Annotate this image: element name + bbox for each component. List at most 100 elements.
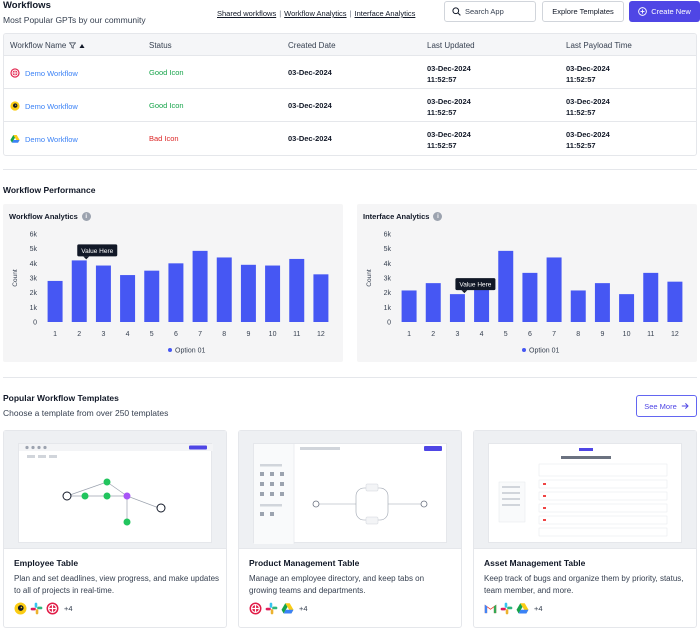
search-box[interactable] [444, 1, 536, 22]
create-new-label: Create New [651, 7, 691, 16]
table-row[interactable]: Demo Workflow Bad Icon 03-Dec-2024 03-De… [4, 122, 696, 155]
bar[interactable] [289, 258, 305, 322]
sort-ascending-icon[interactable] [79, 43, 85, 49]
x-tick-label: 6 [528, 331, 532, 338]
page-header: Workflows Most Popular GPTs by our commu… [3, 0, 700, 28]
column-header-created-date[interactable]: Created Date [288, 41, 336, 50]
x-tick-label: 4 [126, 331, 130, 338]
template-card-employee-table[interactable]: Employee Table Plan and set deadlines, v… [3, 430, 227, 628]
templates-subtitle: Choose a template from over 250 template… [3, 408, 169, 418]
y-tick-label: 5k [384, 246, 392, 253]
bar[interactable] [619, 294, 635, 322]
column-header-last-payload-time[interactable]: Last Payload Time [566, 41, 632, 50]
x-tick-label: 5 [150, 331, 154, 338]
x-tick-label: 10 [623, 331, 631, 338]
explore-templates-button[interactable]: Explore Templates [542, 1, 624, 22]
workflow-name-link[interactable]: Demo Workflow [10, 134, 78, 144]
bar[interactable] [594, 283, 610, 322]
filter-icon[interactable] [69, 42, 77, 49]
column-header-workflow-name[interactable]: Workflow Name [10, 41, 85, 50]
x-tick-label: 5 [504, 331, 508, 338]
product-workflow-preview [254, 444, 442, 544]
workflow-analytics-title: Workflow Analytics i [9, 212, 91, 221]
template-card-product-management-table[interactable]: Product Management Table Manage an emplo… [238, 430, 462, 628]
column-header-last-updated[interactable]: Last Updated [427, 41, 475, 50]
table-row[interactable]: Demo Workflow Good Icon 03-Dec-2024 03-D… [4, 56, 696, 89]
shared-workflows-link[interactable]: Shared workflows [217, 9, 277, 18]
templates-title: Popular Workflow Templates [3, 393, 119, 403]
template-description: Keep track of bugs and organize them by … [484, 574, 684, 595]
slack-icon [500, 602, 513, 615]
bar[interactable] [265, 265, 281, 322]
x-tick-label: 3 [101, 331, 105, 338]
search-icon [452, 7, 461, 16]
bar[interactable] [401, 290, 417, 322]
workflow-diagram-preview [19, 444, 213, 526]
bar[interactable] [144, 270, 160, 322]
template-thumbnail [474, 431, 696, 549]
x-tick-label: 12 [317, 331, 325, 338]
x-tick-label: 11 [293, 331, 300, 338]
bar[interactable] [522, 272, 538, 322]
bar[interactable] [449, 294, 465, 322]
bar[interactable] [240, 264, 256, 322]
table-row[interactable]: Demo Workflow Good Icon 03-Dec-2024 03-D… [4, 89, 696, 122]
y-axis-label: Count [12, 269, 19, 287]
column-header-status[interactable]: Status [149, 41, 172, 50]
bar[interactable] [425, 283, 441, 322]
create-new-button[interactable]: Create New [629, 1, 700, 22]
bar[interactable] [546, 257, 562, 322]
workflow-analytics-panel: Workflow Analytics i 0 1k 2k 3k 4k 5k 6k Count 1… [3, 204, 343, 362]
bar[interactable] [168, 263, 184, 322]
section-divider [3, 377, 697, 378]
red-circle-app-icon [46, 602, 59, 615]
slack-icon [30, 602, 43, 615]
y-tick-label: 2k [384, 290, 392, 297]
bar[interactable] [313, 274, 329, 322]
plus-circle-icon [638, 7, 648, 16]
bar[interactable] [474, 280, 490, 322]
template-card-asset-management-table[interactable]: Asset Management Table Keep track of bug… [473, 430, 697, 628]
bar[interactable] [120, 275, 136, 322]
x-tick-label: 7 [552, 331, 556, 338]
search-input[interactable] [465, 7, 527, 16]
workflow-name-link[interactable]: Demo Workflow [10, 68, 78, 78]
y-axis-label: Count [366, 269, 373, 287]
bar[interactable] [498, 250, 514, 322]
y-tick-label: 3k [384, 276, 392, 283]
y-tick-label: 4k [30, 261, 38, 268]
tooltip-arrow [461, 290, 468, 294]
y-tick-label: 3k [30, 276, 38, 283]
x-tick-label: 6 [174, 331, 178, 338]
tooltip-label: Value Here [81, 248, 113, 255]
info-icon[interactable]: i [81, 212, 91, 221]
bar[interactable] [71, 260, 87, 322]
template-thumbnail [239, 431, 461, 549]
interface-analytics-link[interactable]: Interface Analytics [354, 9, 416, 18]
red-circle-app-icon [10, 68, 20, 78]
bar[interactable] [47, 280, 63, 322]
workflow-name-link[interactable]: Demo Workflow [10, 101, 78, 111]
mailchimp-icon [14, 602, 27, 615]
asset-form-preview [498, 448, 668, 537]
template-app-icons: +4 [484, 602, 543, 615]
bar[interactable] [95, 265, 111, 322]
last-payload-time: 03-Dec-2024 11:52:57 [566, 97, 610, 117]
x-tick-label: 9 [246, 331, 250, 338]
template-title: Employee Table [14, 558, 79, 568]
last-updated: 03-Dec-2024 11:52:57 [427, 64, 471, 84]
google-drive-icon [10, 135, 20, 143]
bar[interactable] [192, 250, 208, 322]
y-tick-label: 6k [384, 232, 392, 239]
see-more-button[interactable]: See More [636, 395, 697, 417]
bar[interactable] [643, 272, 659, 322]
tooltip [77, 244, 118, 257]
mailchimp-icon [10, 101, 20, 111]
workflow-analytics-link[interactable]: Workflow Analytics [284, 9, 347, 18]
bar[interactable] [216, 257, 232, 322]
info-icon[interactable]: i [433, 212, 443, 221]
bar[interactable] [667, 281, 683, 322]
bar[interactable] [570, 290, 586, 322]
